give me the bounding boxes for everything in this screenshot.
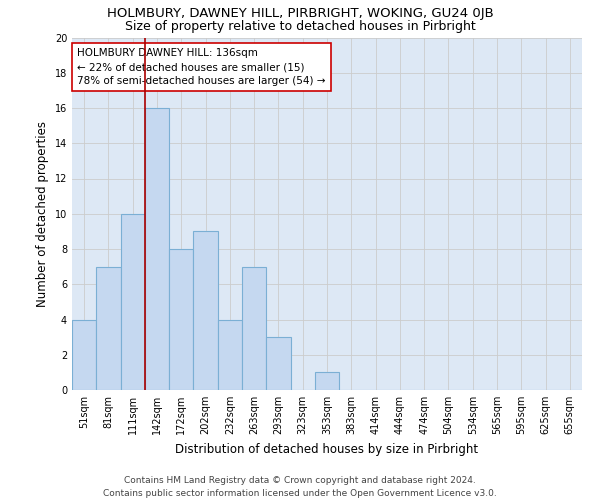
Bar	[193, 232, 218, 390]
Text: HOLMBURY DAWNEY HILL: 136sqm
← 22% of detached houses are smaller (15)
78% of se: HOLMBURY DAWNEY HILL: 136sqm ← 22% of de…	[77, 48, 326, 86]
Bar	[315, 372, 339, 390]
Bar	[218, 320, 242, 390]
Text: Contains HM Land Registry data © Crown copyright and database right 2024.
Contai: Contains HM Land Registry data © Crown c…	[103, 476, 497, 498]
Bar	[121, 214, 145, 390]
Bar	[96, 266, 121, 390]
Bar	[242, 266, 266, 390]
Bar	[169, 249, 193, 390]
X-axis label: Distribution of detached houses by size in Pirbright: Distribution of detached houses by size …	[175, 442, 479, 456]
Y-axis label: Number of detached properties: Number of detached properties	[36, 120, 49, 306]
Text: HOLMBURY, DAWNEY HILL, PIRBRIGHT, WOKING, GU24 0JB: HOLMBURY, DAWNEY HILL, PIRBRIGHT, WOKING…	[107, 8, 493, 20]
Text: Size of property relative to detached houses in Pirbright: Size of property relative to detached ho…	[125, 20, 475, 33]
Bar	[266, 337, 290, 390]
Bar	[145, 108, 169, 390]
Bar	[72, 320, 96, 390]
